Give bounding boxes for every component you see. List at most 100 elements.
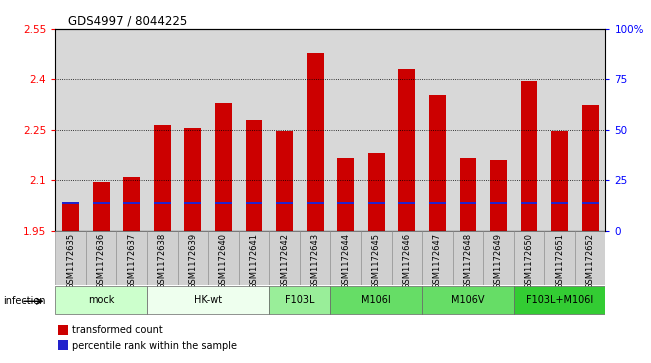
Bar xyxy=(337,158,354,231)
Bar xyxy=(93,201,109,204)
Bar xyxy=(154,125,171,231)
Bar xyxy=(307,53,324,231)
Bar xyxy=(429,201,446,204)
Bar xyxy=(582,201,598,204)
Bar xyxy=(93,182,109,231)
Text: GSM1172649: GSM1172649 xyxy=(494,233,503,289)
Text: GSM1172636: GSM1172636 xyxy=(97,233,105,289)
Bar xyxy=(544,231,575,285)
Bar xyxy=(147,231,178,285)
Bar xyxy=(422,286,514,314)
Text: HK-wt: HK-wt xyxy=(194,295,222,305)
Text: GSM1172647: GSM1172647 xyxy=(433,233,442,289)
Bar xyxy=(245,201,262,204)
Bar xyxy=(331,231,361,285)
Bar xyxy=(337,201,354,204)
Bar xyxy=(514,29,544,231)
Bar xyxy=(575,231,605,285)
Bar xyxy=(215,201,232,204)
Text: GSM1172646: GSM1172646 xyxy=(402,233,411,289)
Text: GSM1172642: GSM1172642 xyxy=(280,233,289,289)
Text: infection: infection xyxy=(3,296,46,306)
Bar xyxy=(521,201,538,204)
Text: percentile rank within the sample: percentile rank within the sample xyxy=(72,340,237,351)
Bar xyxy=(154,201,171,204)
Text: GSM1172637: GSM1172637 xyxy=(127,233,136,289)
Bar xyxy=(208,29,239,231)
Text: F103L: F103L xyxy=(285,295,314,305)
Bar xyxy=(483,231,514,285)
Bar xyxy=(55,286,147,314)
Text: GSM1172650: GSM1172650 xyxy=(525,233,534,289)
Bar xyxy=(178,231,208,285)
Bar xyxy=(270,286,331,314)
Bar xyxy=(270,29,300,231)
Bar xyxy=(117,29,147,231)
Bar xyxy=(514,286,605,314)
Bar xyxy=(86,29,117,231)
Bar xyxy=(331,286,422,314)
Bar xyxy=(490,201,507,204)
Text: GSM1172638: GSM1172638 xyxy=(158,233,167,289)
Bar xyxy=(123,177,140,231)
Text: GSM1172643: GSM1172643 xyxy=(311,233,320,289)
Bar xyxy=(361,29,391,231)
Bar xyxy=(300,29,331,231)
Bar xyxy=(245,120,262,231)
Text: M106I: M106I xyxy=(361,295,391,305)
Bar xyxy=(544,29,575,231)
Bar xyxy=(398,69,415,231)
Text: GSM1172639: GSM1172639 xyxy=(188,233,197,289)
Text: GSM1172645: GSM1172645 xyxy=(372,233,381,289)
Bar xyxy=(361,231,391,285)
Bar xyxy=(483,29,514,231)
Bar xyxy=(58,340,68,350)
Bar xyxy=(368,153,385,231)
Bar xyxy=(368,201,385,204)
Bar xyxy=(460,201,477,204)
Bar xyxy=(215,103,232,231)
Bar xyxy=(62,201,79,204)
Bar xyxy=(391,29,422,231)
Bar xyxy=(62,202,79,231)
Bar xyxy=(452,29,483,231)
Bar xyxy=(307,201,324,204)
Bar xyxy=(184,128,201,231)
Bar xyxy=(147,286,270,314)
Text: GSM1172648: GSM1172648 xyxy=(464,233,473,289)
Bar xyxy=(521,81,538,231)
Bar xyxy=(582,105,598,231)
Bar xyxy=(58,325,68,335)
Bar xyxy=(147,29,178,231)
Text: GSM1172641: GSM1172641 xyxy=(249,233,258,289)
Bar xyxy=(178,29,208,231)
Bar xyxy=(422,29,452,231)
Text: GSM1172635: GSM1172635 xyxy=(66,233,75,289)
Bar xyxy=(55,231,86,285)
Bar xyxy=(452,231,483,285)
Bar xyxy=(575,29,605,231)
Bar xyxy=(391,231,422,285)
Text: transformed count: transformed count xyxy=(72,325,163,335)
Text: mock: mock xyxy=(88,295,115,305)
Bar xyxy=(551,201,568,204)
Bar xyxy=(460,158,477,231)
Bar xyxy=(300,231,331,285)
Text: F103L+M106I: F103L+M106I xyxy=(526,295,593,305)
Bar xyxy=(490,160,507,231)
Text: GSM1172644: GSM1172644 xyxy=(341,233,350,289)
Bar xyxy=(551,131,568,231)
Bar xyxy=(55,29,86,231)
Bar xyxy=(276,201,293,204)
Bar xyxy=(117,231,147,285)
Bar xyxy=(184,201,201,204)
Bar xyxy=(429,94,446,231)
Bar xyxy=(86,231,117,285)
Text: M106V: M106V xyxy=(451,295,484,305)
Bar xyxy=(270,231,300,285)
Bar xyxy=(123,201,140,204)
Bar xyxy=(208,231,239,285)
Bar xyxy=(422,231,452,285)
Bar xyxy=(239,231,270,285)
Text: GSM1172652: GSM1172652 xyxy=(586,233,594,289)
